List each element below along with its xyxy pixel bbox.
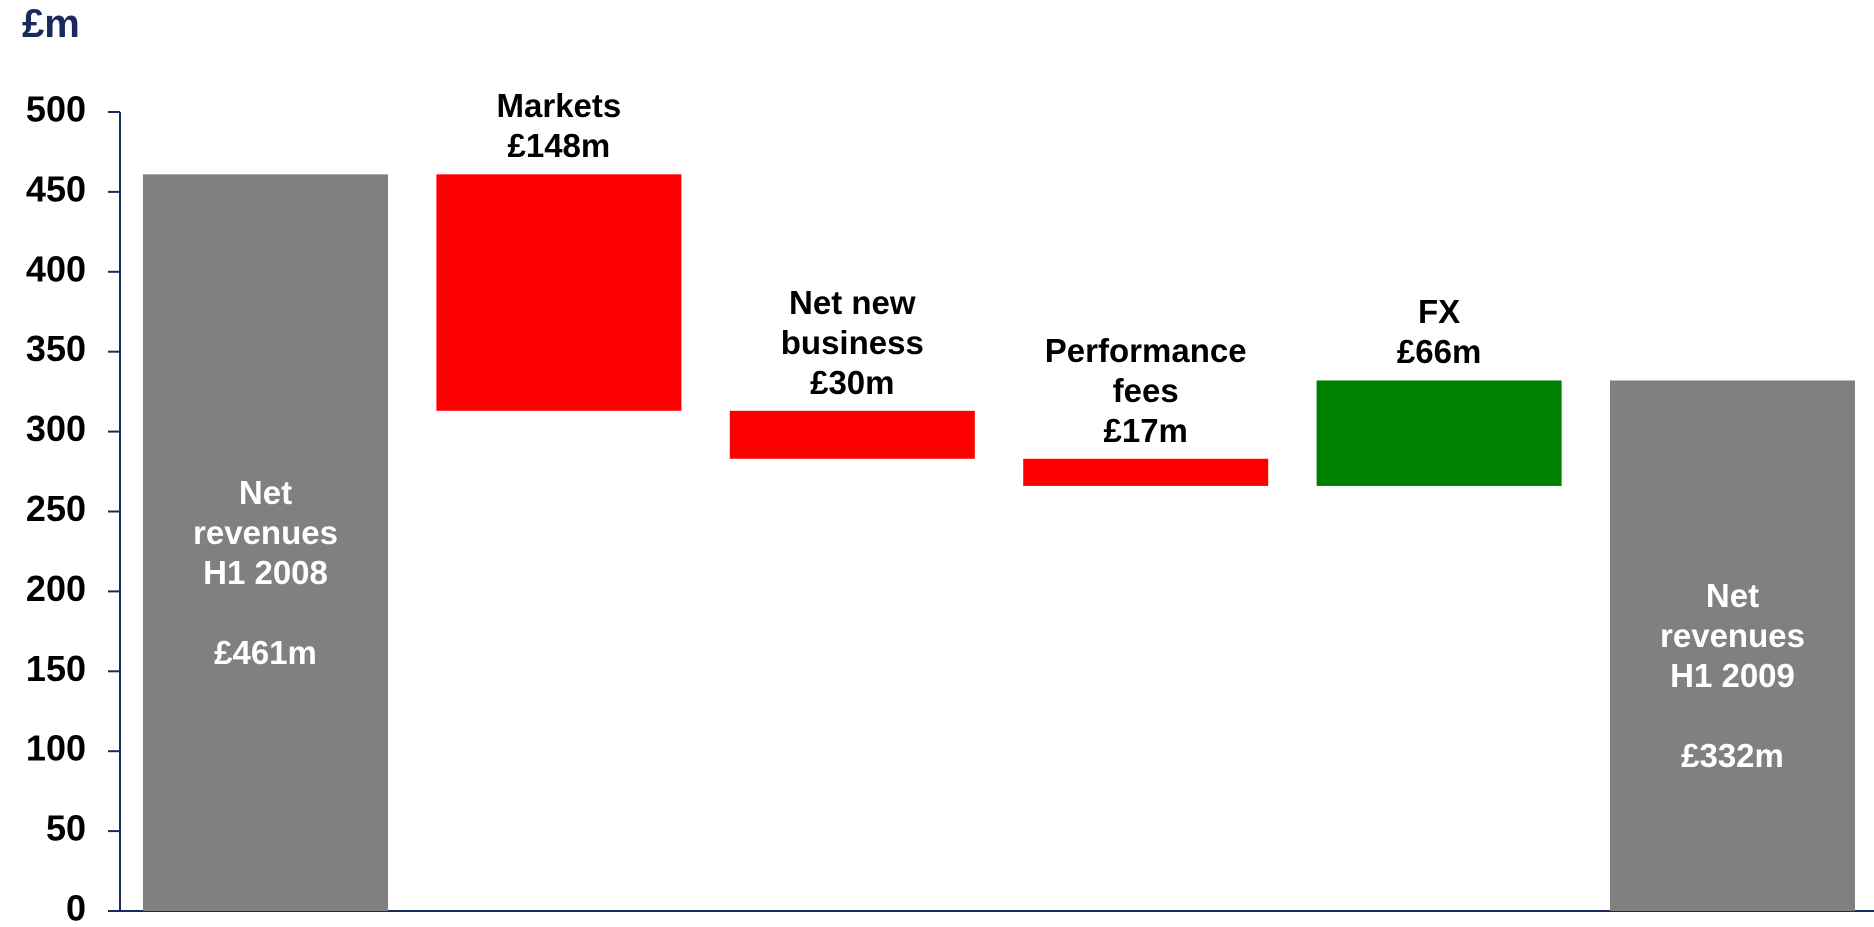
y-tick-label: 500 — [26, 89, 86, 130]
category-label: Net revenues H1 2009 — [1660, 576, 1805, 694]
bar — [436, 174, 682, 411]
y-tick-label: 150 — [26, 648, 86, 689]
category-label: Net new business — [780, 283, 924, 361]
y-axis-title: £m — [22, 2, 80, 46]
value-label: £30m — [810, 363, 895, 401]
value-label: £17m — [1103, 411, 1188, 449]
value-label: £148m — [507, 127, 611, 165]
category-label: FX — [1418, 293, 1461, 331]
value-label: £66m — [1396, 333, 1482, 371]
bar-label: FX £66m — [1317, 292, 1562, 372]
value-label: £332m — [1681, 736, 1784, 774]
y-tick-label: 0 — [66, 888, 86, 927]
bar — [1610, 380, 1855, 911]
bar — [1023, 458, 1269, 486]
category-label: Net revenues H1 2008 — [193, 473, 338, 591]
category-label: Performance fees — [1044, 331, 1247, 409]
y-tick-label: 350 — [26, 328, 86, 369]
value-label: £461m — [214, 633, 317, 671]
y-tick-label: 200 — [26, 568, 86, 609]
y-tick-label: 250 — [26, 488, 86, 529]
bar — [729, 410, 975, 459]
bar-label: Net revenues H1 2008 £461m — [181, 473, 351, 673]
y-tick-label: 50 — [46, 808, 86, 849]
y-tick-label: 300 — [26, 408, 86, 449]
bar-label: Net revenues H1 2009 £332m — [1648, 576, 1818, 776]
bar-label: Markets £148m — [436, 86, 681, 166]
y-tick-label: 100 — [26, 728, 86, 769]
bar-label: Performance fees £17m — [1023, 331, 1268, 451]
y-tick-label: 400 — [26, 248, 86, 289]
category-label: Markets — [496, 87, 622, 125]
y-tick-label: 450 — [26, 168, 86, 209]
bar-label: Net new business £30m — [730, 283, 975, 403]
bar — [143, 174, 388, 911]
bar — [1316, 380, 1562, 486]
